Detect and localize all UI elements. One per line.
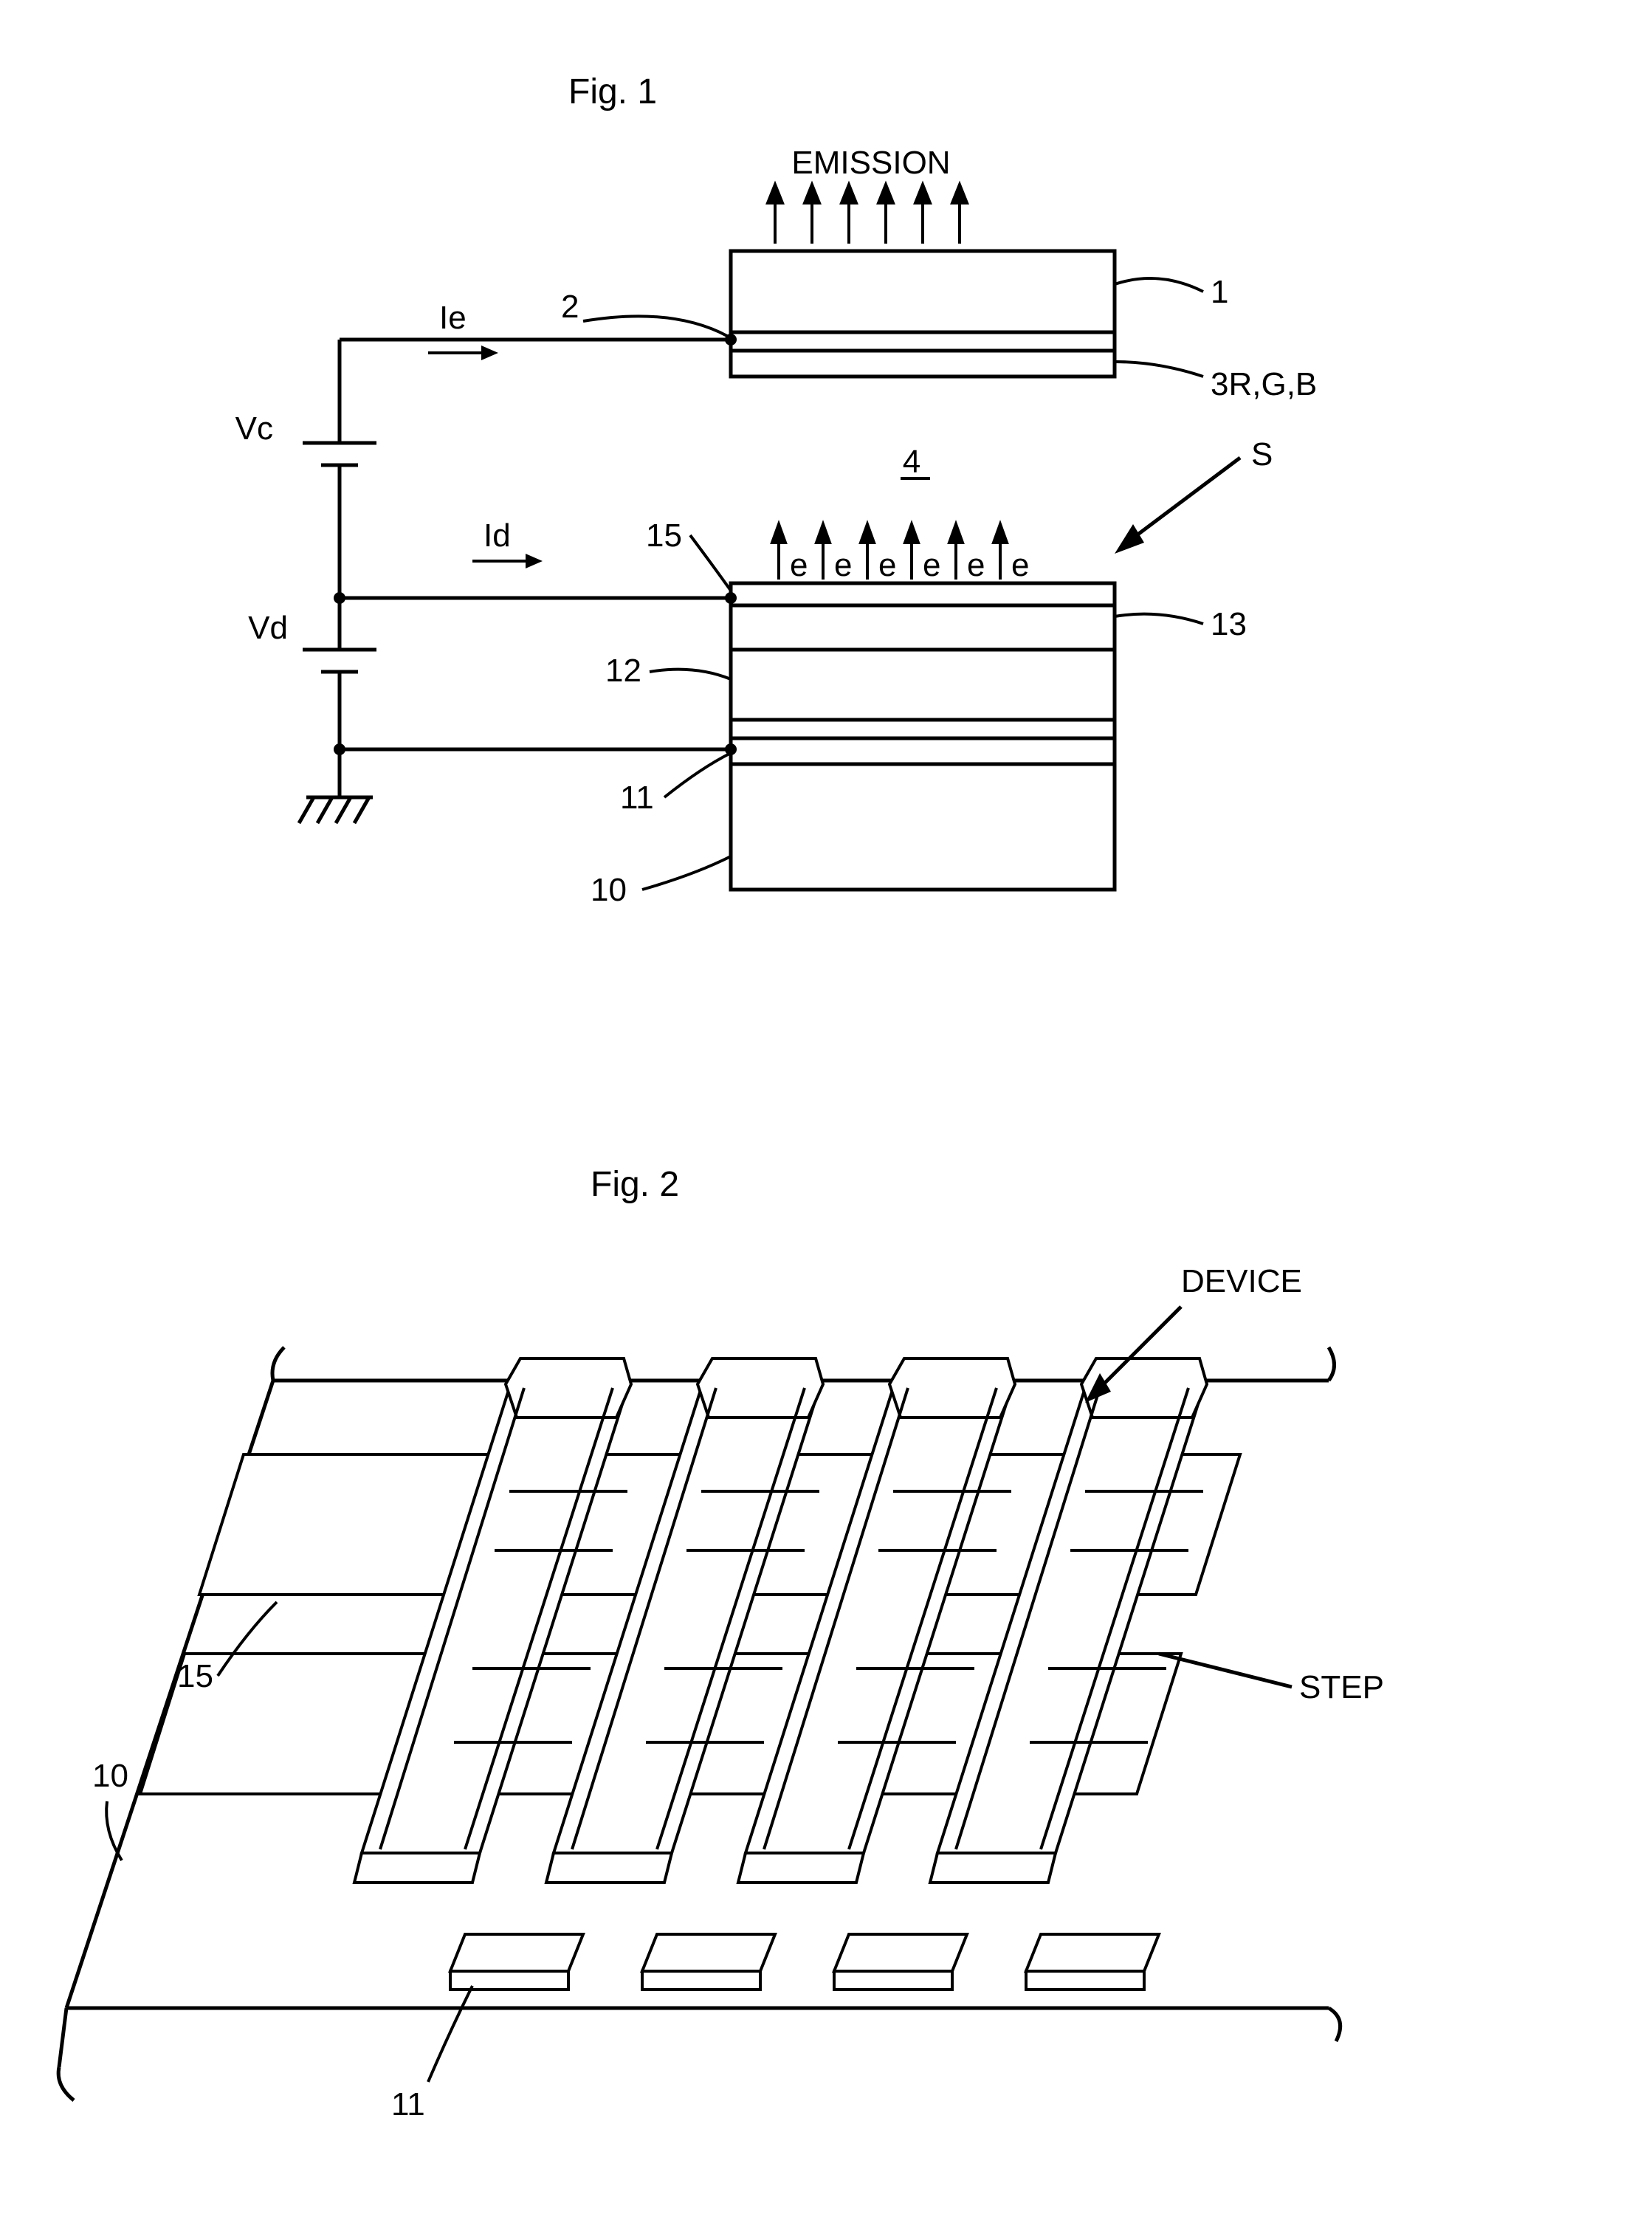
e-6: e	[1011, 547, 1029, 583]
label-id: Id	[483, 518, 511, 554]
label-10: 10	[591, 872, 627, 908]
label-vc: Vc	[235, 410, 273, 447]
label-2: 2	[561, 289, 579, 325]
fig2-title: Fig. 2	[591, 1165, 679, 1204]
s-arrow-line	[1122, 458, 1240, 546]
e-2: e	[834, 547, 852, 583]
label-4: 4	[903, 444, 920, 480]
figures-svg: Fig. 1 EMISSION 1 3R,G,B 4 S	[30, 30, 1652, 2201]
leader-15	[690, 535, 731, 591]
upper-stack	[731, 251, 1115, 377]
label-1: 1	[1211, 274, 1228, 310]
leader-1	[1115, 278, 1203, 292]
label-vd: Vd	[248, 610, 288, 646]
label-step: STEP	[1299, 1669, 1384, 1705]
leader-11	[664, 753, 731, 797]
fig1-title: Fig. 1	[568, 72, 657, 111]
emission-label: EMISSION	[791, 145, 950, 181]
leader-13	[1115, 614, 1203, 624]
label-s: S	[1251, 436, 1273, 472]
leader-2	[583, 316, 727, 336]
e-4: e	[923, 547, 940, 583]
e-5: e	[967, 547, 985, 583]
label-ie: Ie	[439, 300, 467, 336]
s-arrow-head	[1115, 524, 1144, 554]
label-device: DEVICE	[1181, 1263, 1302, 1299]
fig2: Fig. 2	[58, 1165, 1384, 2122]
node-mid	[334, 592, 345, 604]
node-bot	[334, 743, 345, 755]
label-3rgb: 3R,G,B	[1211, 366, 1317, 402]
page: Fig. 1 EMISSION 1 3R,G,B 4 S	[30, 30, 1652, 2201]
leader-10	[642, 856, 731, 890]
leader-3rgb	[1115, 362, 1203, 377]
emission-arrows	[768, 185, 967, 244]
leader-12	[650, 670, 731, 679]
lower-stack	[731, 583, 1115, 890]
circuit	[303, 340, 731, 797]
label-11b: 11	[391, 2086, 425, 2122]
label-11: 11	[620, 780, 654, 816]
node-15	[725, 592, 737, 604]
e-1: e	[790, 547, 808, 583]
label-15b: 15	[177, 1658, 213, 1694]
node-11	[725, 743, 737, 755]
label-13: 13	[1211, 606, 1247, 642]
fig1: Fig. 1 EMISSION 1 3R,G,B 4 S	[235, 72, 1318, 908]
label-12: 12	[605, 653, 641, 689]
label-10b: 10	[92, 1758, 128, 1794]
ground-icon	[299, 797, 373, 823]
label-15: 15	[646, 518, 682, 554]
e-3: e	[878, 547, 896, 583]
